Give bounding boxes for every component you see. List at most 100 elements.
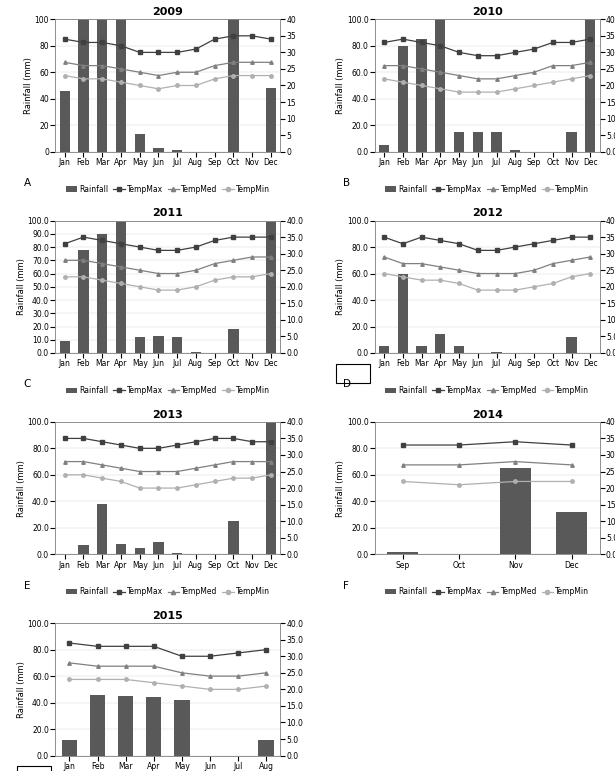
TempMed — [173, 68, 181, 77]
TempMax — [192, 437, 200, 446]
TempMax — [512, 48, 519, 57]
TempMin — [455, 87, 462, 96]
Title: 2014: 2014 — [472, 409, 502, 419]
Bar — [118, 696, 133, 756]
TempMed — [230, 256, 237, 265]
TempMed — [455, 460, 462, 470]
TempMax — [248, 31, 256, 40]
TempMin — [136, 483, 143, 493]
TempMax — [211, 434, 218, 443]
TempMax — [61, 239, 68, 248]
Bar — [146, 697, 162, 756]
Bar — [454, 132, 464, 152]
Legend: Rainfall, TempMax, TempMed, TempMin: Rainfall, TempMax, TempMed, TempMin — [66, 185, 270, 194]
Bar — [266, 422, 276, 554]
TempMed — [455, 71, 462, 80]
Bar — [191, 352, 201, 353]
TempMin — [267, 470, 274, 480]
TempMed — [211, 259, 218, 268]
TempMed — [248, 457, 256, 466]
TempMed — [267, 58, 274, 67]
TempMax — [587, 35, 594, 44]
TempMax — [98, 236, 106, 245]
TempMed — [122, 662, 129, 671]
TempMed — [98, 460, 106, 470]
Y-axis label: Rainfall (mm): Rainfall (mm) — [24, 57, 33, 114]
TempMin — [155, 483, 162, 493]
Line: TempMax: TempMax — [68, 641, 268, 658]
TempMax — [455, 239, 462, 248]
TempMin — [98, 473, 106, 483]
TempMin — [263, 682, 270, 691]
TempMax — [80, 233, 87, 242]
TempMed — [549, 61, 557, 70]
TempMed — [117, 64, 125, 73]
TempMax — [399, 239, 407, 248]
TempMin — [192, 81, 200, 90]
Bar — [116, 544, 126, 554]
TempMin — [80, 470, 87, 480]
Bar — [116, 221, 126, 353]
TempMed — [155, 269, 162, 278]
TempMed — [117, 463, 125, 473]
TempMax — [381, 233, 388, 242]
TempMax — [155, 444, 162, 453]
TempMax — [267, 35, 274, 44]
Line: TempMax: TempMax — [383, 38, 592, 57]
Bar — [435, 19, 445, 152]
TempMed — [192, 68, 200, 77]
TempMin — [418, 81, 425, 90]
TempMed — [399, 61, 407, 70]
TempMin — [437, 84, 444, 93]
Line: TempMin: TempMin — [63, 272, 272, 292]
TempMed — [399, 460, 407, 470]
TempMed — [80, 61, 87, 70]
TempMin — [512, 285, 519, 295]
TempMax — [474, 246, 482, 255]
TempMed — [267, 457, 274, 466]
TempMin — [98, 74, 106, 83]
TempMin — [94, 675, 101, 684]
TempMax — [234, 648, 242, 658]
TempMax — [98, 38, 106, 47]
TempMed — [437, 262, 444, 271]
TempMed — [493, 269, 500, 278]
Line: TempMin: TempMin — [68, 678, 268, 691]
TempMed — [150, 662, 157, 671]
TempMin — [381, 74, 388, 83]
TempMed — [587, 58, 594, 67]
Text: C: C — [24, 379, 31, 389]
TempMed — [418, 64, 425, 73]
TempMax — [122, 641, 129, 651]
Bar — [491, 352, 502, 353]
Line: TempMin: TempMin — [401, 480, 573, 487]
Legend: Rainfall, TempMax, TempMed, TempMin: Rainfall, TempMax, TempMed, TempMin — [385, 588, 589, 596]
Bar — [510, 150, 520, 152]
TempMin — [530, 282, 538, 291]
TempMed — [66, 658, 73, 668]
TempMed — [549, 259, 557, 268]
Line: TempMin: TempMin — [63, 473, 272, 490]
TempMax — [94, 641, 101, 651]
TempMed — [178, 668, 186, 678]
Bar — [62, 739, 77, 756]
Line: TempMed: TempMed — [63, 61, 272, 77]
TempMin — [98, 275, 106, 284]
TempMax — [455, 48, 462, 57]
TempMed — [587, 252, 594, 261]
Bar — [491, 132, 502, 152]
Bar — [97, 504, 108, 554]
Line: TempMin: TempMin — [63, 74, 272, 90]
Line: TempMed: TempMed — [63, 460, 272, 473]
TempMax — [230, 434, 237, 443]
TempMed — [94, 662, 101, 671]
TempMin — [512, 476, 519, 486]
TempMin — [493, 87, 500, 96]
Line: TempMin: TempMin — [383, 74, 592, 94]
Bar — [228, 521, 239, 554]
Bar — [379, 346, 389, 353]
TempMax — [80, 38, 87, 47]
Bar — [258, 739, 274, 756]
Text: B: B — [343, 178, 351, 188]
TempMin — [173, 483, 181, 493]
